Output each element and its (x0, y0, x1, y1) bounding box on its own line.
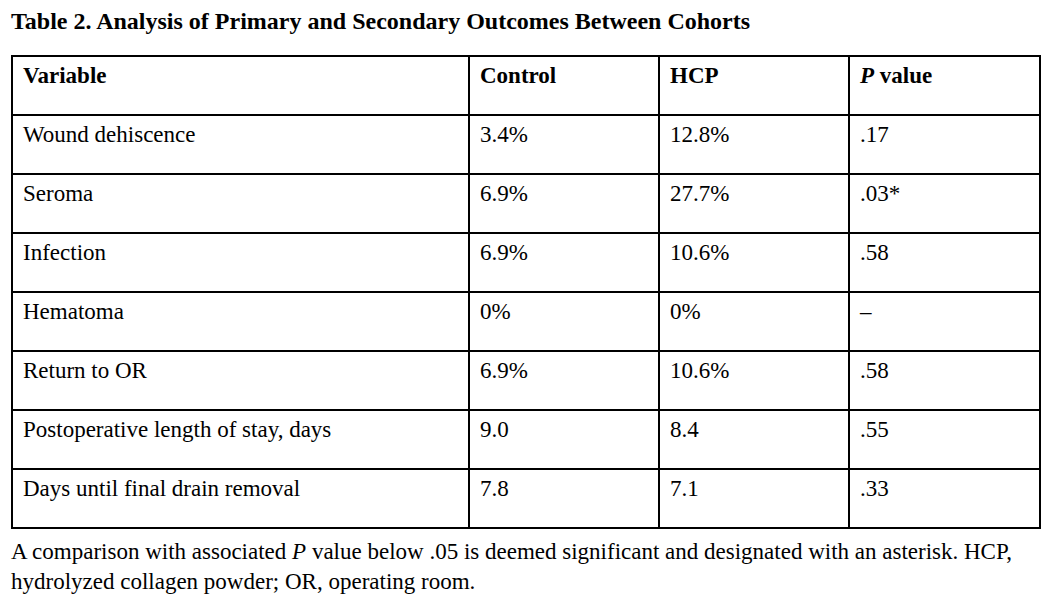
table-body: Wound dehiscence3.4%12.8%.17Seroma6.9%27… (12, 115, 1040, 528)
table-row: Wound dehiscence3.4%12.8%.17 (12, 115, 1040, 174)
variable-cell: Wound dehiscence (12, 115, 469, 174)
page: Table 2. Analysis of Primary and Seconda… (0, 0, 1050, 601)
footnote: A comparison with associated P value bel… (11, 537, 1039, 597)
pvalue-cell: .55 (849, 410, 1040, 469)
header-pvalue-rest: value (874, 63, 932, 88)
control-cell: 6.9% (469, 174, 659, 233)
pvalue-cell: .58 (849, 351, 1040, 410)
pvalue-cell: – (849, 292, 1040, 351)
header-pvalue-italic: P (860, 63, 874, 88)
control-cell: 6.9% (469, 233, 659, 292)
hcp-cell: 0% (659, 292, 849, 351)
pvalue-cell: .33 (849, 469, 1040, 528)
hcp-cell: 10.6% (659, 233, 849, 292)
table-row: Days until final drain removal7.87.1.33 (12, 469, 1040, 528)
control-cell: 9.0 (469, 410, 659, 469)
variable-cell: Infection (12, 233, 469, 292)
control-cell: 0% (469, 292, 659, 351)
table-title: Table 2. Analysis of Primary and Seconda… (11, 8, 1039, 35)
variable-cell: Postoperative length of stay, days (12, 410, 469, 469)
header-hcp: HCP (659, 56, 849, 115)
table-row: Return to OR6.9%10.6%.58 (12, 351, 1040, 410)
control-cell: 6.9% (469, 351, 659, 410)
table-row: Hematoma0%0%– (12, 292, 1040, 351)
variable-cell: Return to OR (12, 351, 469, 410)
header-control: Control (469, 56, 659, 115)
header-pvalue: P value (849, 56, 1040, 115)
hcp-cell: 27.7% (659, 174, 849, 233)
pvalue-cell: .58 (849, 233, 1040, 292)
variable-cell: Seroma (12, 174, 469, 233)
hcp-cell: 7.1 (659, 469, 849, 528)
control-cell: 3.4% (469, 115, 659, 174)
pvalue-cell: .17 (849, 115, 1040, 174)
control-cell: 7.8 (469, 469, 659, 528)
variable-cell: Days until final drain removal (12, 469, 469, 528)
footnote-text-start: A comparison with associated (11, 539, 292, 564)
pvalue-cell: .03* (849, 174, 1040, 233)
table-row: Seroma6.9%27.7%.03* (12, 174, 1040, 233)
hcp-cell: 10.6% (659, 351, 849, 410)
variable-cell: Hematoma (12, 292, 469, 351)
outcomes-table: Variable Control HCP P value Wound dehis… (11, 55, 1041, 529)
hcp-cell: 8.4 (659, 410, 849, 469)
table-row: Postoperative length of stay, days9.08.4… (12, 410, 1040, 469)
hcp-cell: 12.8% (659, 115, 849, 174)
header-variable: Variable (12, 56, 469, 115)
footnote-p-italic: P (292, 539, 306, 564)
table-title-text: Table 2. Analysis of Primary and Seconda… (11, 8, 750, 34)
header-row: Variable Control HCP P value (12, 56, 1040, 115)
table-row: Infection6.9%10.6%.58 (12, 233, 1040, 292)
